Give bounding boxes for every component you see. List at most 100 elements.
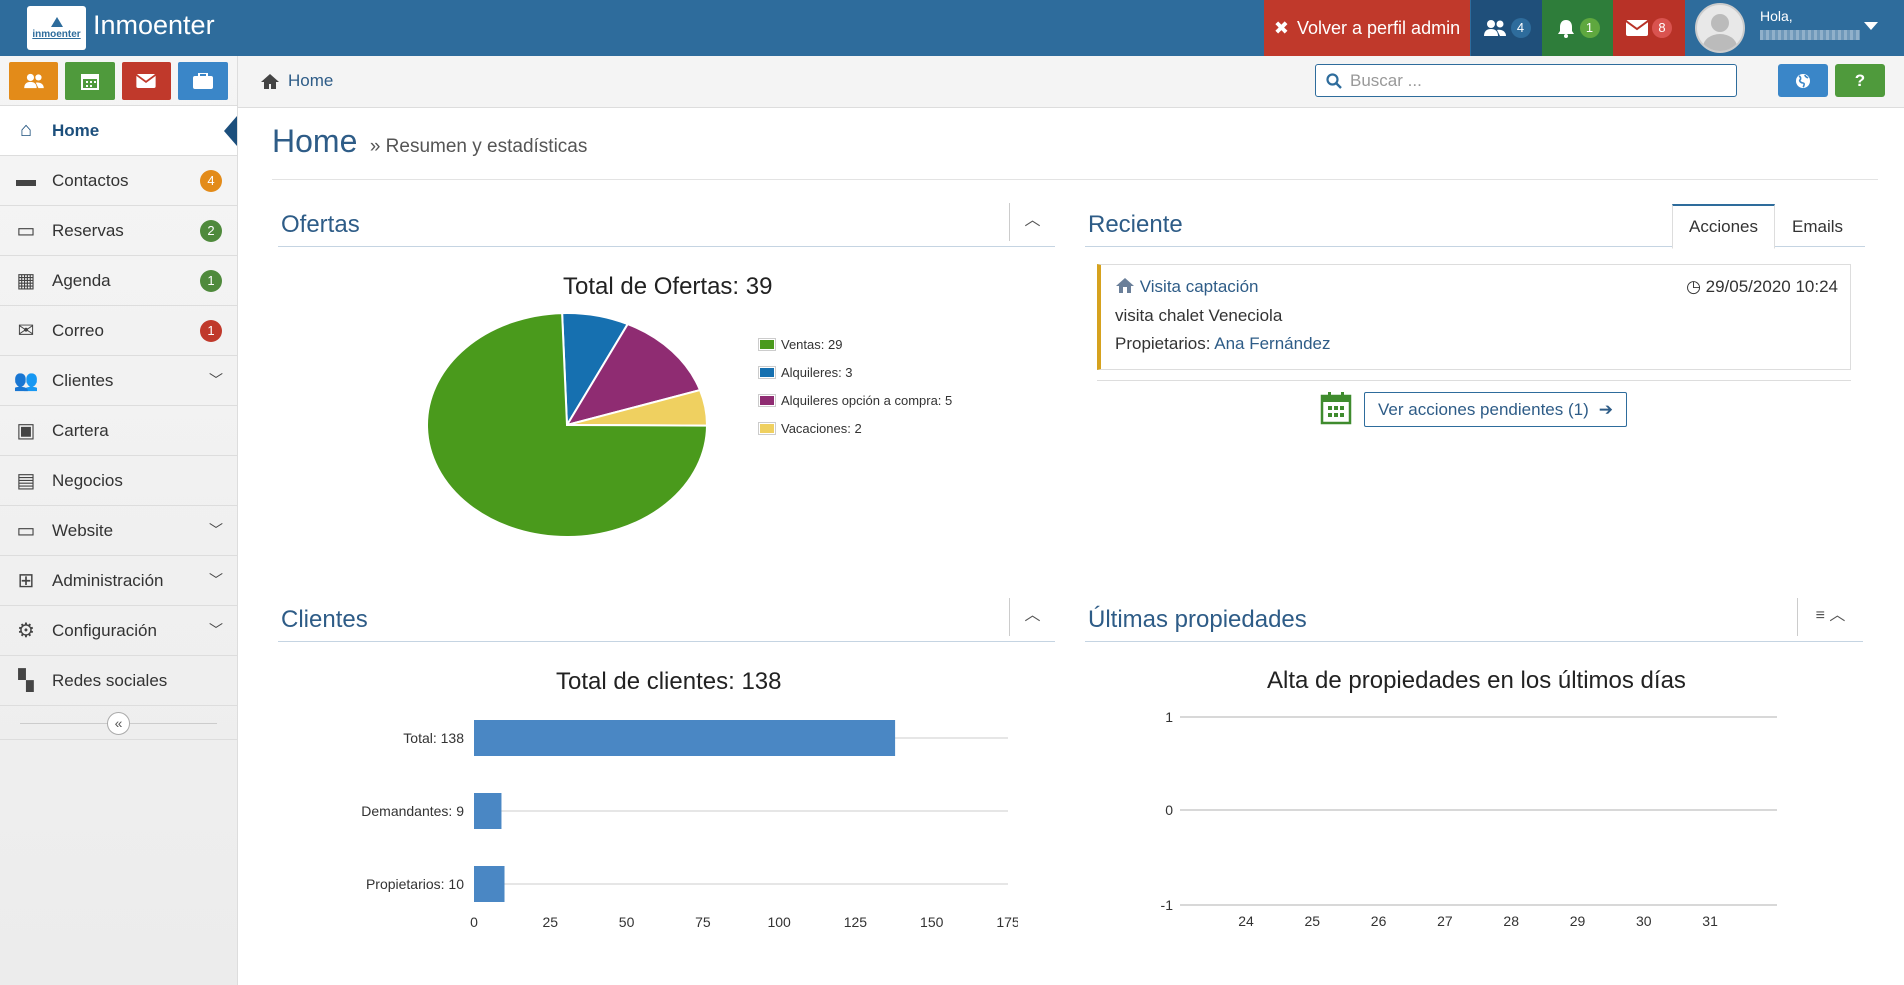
collapse-sidebar-button[interactable]: «: [107, 712, 130, 735]
sidebar-item-label: Cartera: [52, 420, 109, 440]
page-subtitle: » Resumen y estadísticas: [369, 136, 588, 157]
chevron-down-icon: ﹀: [209, 622, 223, 638]
sidebar-item-label: Negocios: [52, 470, 123, 490]
chevron-up-icon: ︿: [1024, 212, 1041, 229]
x-tick-label: 27: [1437, 913, 1453, 929]
pending-actions-button[interactable]: Ver acciones pendientes (1) ➔: [1364, 392, 1627, 427]
quick-contacts-button[interactable]: [9, 62, 59, 100]
pie-slice[interactable]: [564, 322, 702, 427]
quick-portfolio-button[interactable]: [177, 62, 228, 100]
legend-item[interactable]: Alquileres opción a compra: 5: [758, 393, 953, 408]
legend-item[interactable]: Vacaciones: 2: [758, 421, 862, 436]
activity-date: ◷ 29/05/2020 10:24: [1686, 277, 1838, 296]
pie-slice[interactable]: [426, 312, 709, 538]
collapse-panel-button[interactable]: ︿: [1009, 598, 1055, 636]
sidebar-item-reservas[interactable]: ▭ Reservas 2: [0, 206, 237, 256]
sidebar-item-label: Website: [52, 520, 114, 540]
ofertas-panel-header: Ofertas ︿: [278, 203, 1055, 247]
breadcrumb[interactable]: Home: [260, 71, 333, 91]
sidebar-item-administración[interactable]: ⊞ Administración ﹀: [0, 556, 237, 606]
sidebar-item-agenda[interactable]: ▦ Agenda 1: [0, 256, 237, 306]
bell-icon: [1557, 20, 1574, 38]
top-bar: inmoenter Inmoenter ✖ Volver a perfil adm…: [0, 0, 1904, 56]
envelope-icon: ✉: [17, 320, 35, 342]
legend-label: Alquileres: 3: [781, 365, 853, 380]
page-title: Home: [272, 123, 358, 159]
users-icon: [1483, 20, 1506, 36]
clock-icon: ◷: [1686, 277, 1701, 296]
owner-link[interactable]: Ana Fernández: [1214, 334, 1331, 353]
bar[interactable]: [474, 793, 502, 829]
tab-acciones[interactable]: Acciones: [1672, 204, 1775, 249]
briefcase-icon: [192, 73, 213, 89]
desktop-icon: ▭: [16, 520, 36, 542]
legend-item[interactable]: Ventas: 29: [758, 337, 843, 352]
comment-icon: ▬: [16, 169, 36, 191]
quick-mail-button[interactable]: [121, 62, 171, 100]
legend-swatch: [758, 422, 776, 435]
back-to-admin-button[interactable]: ✖ Volver a perfil admin: [1264, 0, 1470, 56]
tab-emails[interactable]: Emails: [1791, 216, 1843, 236]
sidebar-item-home[interactable]: ⌂ Home: [0, 106, 237, 156]
sidebar-item-website[interactable]: ▭ Website ﹀: [0, 506, 237, 556]
bed-icon: ▭: [16, 220, 36, 242]
alerts-button[interactable]: 1: [1542, 0, 1613, 56]
collapse-panel-button[interactable]: ︿: [1009, 203, 1055, 241]
category-label: Demandantes: 9: [361, 803, 464, 819]
search-input[interactable]: [1350, 70, 1710, 91]
sidebar-menu: ⌂ Home ▬ Contactos 4 ▭ Reservas 2 ▦ Agenda 1 ✉ Corre…: [0, 106, 237, 706]
divider: [1097, 380, 1851, 381]
users-icon: 👥: [13, 370, 39, 392]
panel-title-ultimas: Últimas propiedades: [1088, 606, 1307, 633]
help-button[interactable]: ?: [1835, 64, 1885, 97]
sidebar-item-label: Contactos: [52, 170, 129, 190]
messages-count-badge: 8: [1652, 18, 1672, 38]
legend-label: Ventas: 29: [781, 337, 843, 352]
bar[interactable]: [474, 866, 505, 902]
user-menu[interactable]: Hola,: [1686, 0, 1904, 56]
messages-button[interactable]: 8: [1613, 0, 1685, 56]
sidebar-item-configuración[interactable]: ⚙ Configuración ﹀: [0, 606, 237, 656]
sidebar-badge: 1: [200, 320, 222, 342]
x-tick-label: 28: [1503, 913, 1519, 929]
menu-icon[interactable]: ≡: [1815, 607, 1825, 624]
quick-calendar-button[interactable]: [65, 62, 115, 100]
arrow-right-icon: ➔: [1598, 399, 1613, 419]
sidebar-item-cartera[interactable]: ▣ Cartera: [0, 406, 237, 456]
sidebar-item-correo[interactable]: ✉ Correo 1: [0, 306, 237, 356]
panel-title-ofertas: Ofertas: [281, 211, 360, 238]
calendar-icon: ▦: [16, 270, 36, 292]
activity-owners: Propietarios: Ana Fernández: [1115, 334, 1331, 353]
sidebar-item-redes-sociales[interactable]: ▚ Redes sociales: [0, 656, 237, 706]
caret-down-icon: [1864, 22, 1878, 30]
share-icon: ▚: [18, 670, 34, 692]
category-label: Total: 138: [403, 730, 464, 746]
panel-title-clientes: Clientes: [281, 606, 368, 633]
avatar: [1695, 3, 1745, 53]
globe-icon: [1796, 73, 1810, 88]
x-tick-label: 25: [1305, 913, 1321, 929]
legend-swatch: [758, 394, 776, 407]
users-notifications-button[interactable]: 4: [1471, 0, 1542, 56]
search-icon: [1326, 72, 1342, 89]
activity-title[interactable]: Visita captación: [1115, 277, 1259, 297]
question-icon: ?: [1854, 70, 1866, 90]
users-icon: [23, 73, 44, 89]
legend-item[interactable]: Alquileres: 3: [758, 365, 853, 380]
legend-label: Alquileres opción a compra: 5: [781, 393, 953, 408]
legend-label: Vacaciones: 2: [781, 421, 862, 436]
sidebar-badge: 2: [200, 220, 222, 242]
sidebar-item-clientes[interactable]: 👥 Clientes ﹀: [0, 356, 237, 406]
y-tick-label: 0: [1165, 802, 1173, 818]
app-logo[interactable]: inmoenter: [27, 6, 86, 50]
bar[interactable]: [474, 720, 896, 756]
language-button[interactable]: [1778, 64, 1828, 97]
sidebar-item-negocios[interactable]: ▤ Negocios: [0, 456, 237, 506]
sitemap-icon: ⊞: [17, 570, 35, 592]
x-tick-label: 150: [920, 914, 944, 930]
chevron-up-icon[interactable]: ︿: [1829, 607, 1846, 624]
collapse-sidebar: «: [0, 706, 237, 740]
panel-tools: ≡ ︿: [1797, 598, 1863, 636]
page-header: Home » Resumen y estadísticas: [272, 123, 1878, 180]
sidebar-item-contactos[interactable]: ▬ Contactos 4: [0, 156, 237, 206]
